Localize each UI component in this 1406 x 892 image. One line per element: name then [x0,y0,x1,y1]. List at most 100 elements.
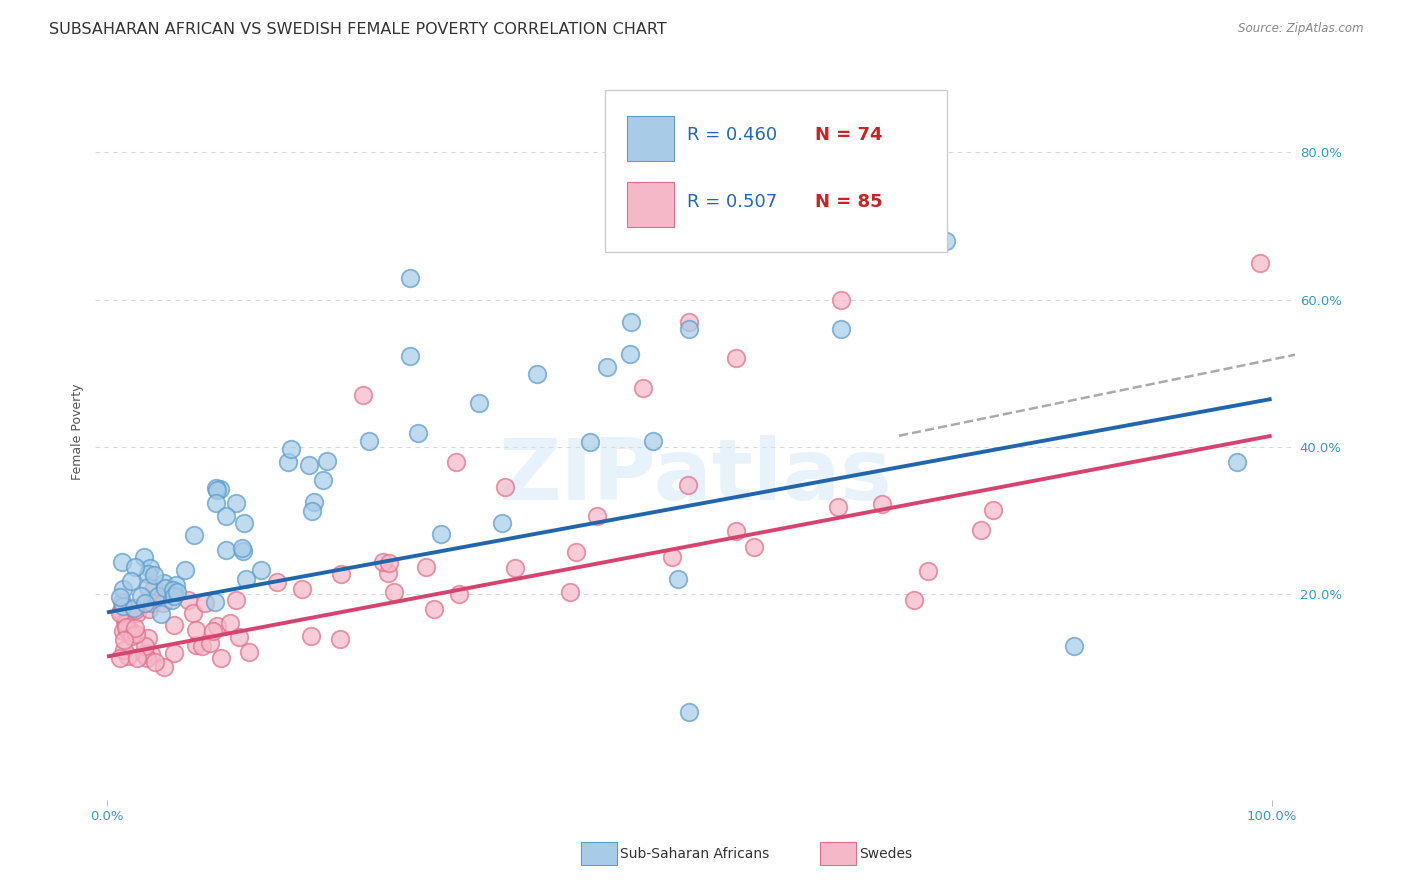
Point [329,567,352,582]
Text: Sub-Saharan Africans: Sub-Saharan Africans [620,847,769,861]
Point [596,360,619,375]
Point [214,542,236,557]
Point [494,480,516,494]
Point [139,648,162,662]
Point [136,567,159,582]
Point [136,580,159,594]
Point [299,630,322,644]
Point [359,434,381,448]
Point [125,627,148,641]
Point [112,599,135,614]
Point [277,455,299,469]
Point [302,495,325,509]
Point [301,504,323,518]
Point [232,543,254,558]
Point [744,540,766,554]
Point [118,623,141,637]
Point [231,541,253,555]
Point [565,545,588,559]
Point [163,589,186,603]
Point [316,454,339,468]
Point [266,575,288,590]
Point [329,632,352,646]
Point [121,629,143,643]
Point [725,524,748,538]
Point [120,626,142,640]
Text: R = 0.507: R = 0.507 [686,193,778,211]
Point [186,638,208,652]
Point [666,572,689,586]
Point [124,603,146,617]
Point [124,559,146,574]
Point [661,550,683,565]
Point [163,646,186,660]
Point [141,597,163,611]
Point [619,347,641,361]
Text: ZIPatlas: ZIPatlas [498,434,891,517]
Point [108,606,131,620]
Point [204,595,226,609]
Point [1063,639,1085,653]
Point [449,587,471,601]
Point [114,614,136,628]
Point [209,651,232,665]
Point [430,526,453,541]
Point [117,648,139,663]
Point [127,606,149,620]
Point [408,425,430,440]
Point [830,293,852,307]
Point [132,648,155,662]
Point [382,585,405,599]
Point [110,651,132,665]
Text: Source: ZipAtlas.com: Source: ZipAtlas.com [1239,22,1364,36]
Point [678,322,700,336]
Point [830,322,852,336]
Point [155,582,177,596]
Text: R = 0.460: R = 0.460 [686,127,778,145]
Y-axis label: Female Poverty: Female Poverty [72,384,84,480]
Point [981,503,1004,517]
Point [631,381,654,395]
Point [415,559,437,574]
Point [117,624,139,638]
Point [643,434,665,448]
Point [198,636,221,650]
Point [903,593,925,607]
Point [124,601,146,615]
Point [194,596,217,610]
Point [153,576,176,591]
Point [114,643,136,657]
Point [352,388,374,402]
Point [371,555,394,569]
Text: N = 74: N = 74 [815,127,883,145]
Point [558,585,581,599]
Point [129,590,152,604]
Point [280,442,302,456]
Point [377,556,399,570]
Point [110,604,132,618]
Point [135,651,157,665]
Point [127,651,149,665]
FancyBboxPatch shape [627,182,673,227]
Point [398,270,420,285]
Point [118,624,141,638]
Point [114,620,136,634]
Point [124,621,146,635]
Text: N = 85: N = 85 [815,193,883,211]
Point [111,595,134,609]
Point [134,549,156,564]
Point [134,639,156,653]
Point [423,602,446,616]
Point [526,368,548,382]
Point [163,618,186,632]
Point [143,655,166,669]
Point [205,483,228,498]
Point [111,582,134,596]
Point [917,564,939,578]
Point [225,495,247,509]
Point [620,315,643,329]
Point [870,497,893,511]
Point [136,631,159,645]
Point [120,574,142,589]
Point [228,630,250,644]
